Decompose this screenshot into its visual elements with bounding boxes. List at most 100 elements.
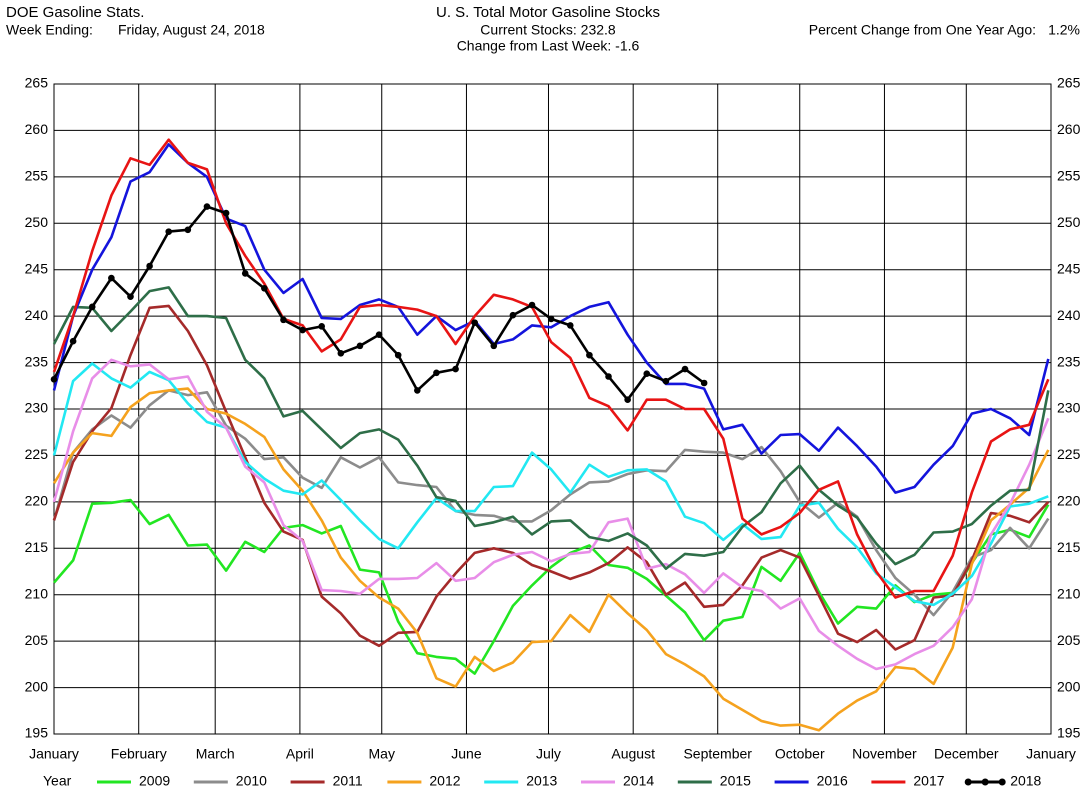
series-marker (414, 387, 421, 394)
series-line (53, 498, 1050, 675)
series-marker (318, 323, 326, 330)
series-marker (643, 370, 651, 378)
chart-title: U. S. Total Motor Gasoline Stocks (436, 4, 660, 21)
series-marker (108, 274, 115, 282)
y-tick-label: 205 (25, 632, 49, 648)
series-line (52, 389, 1050, 617)
legend-label: 2017 (913, 773, 944, 789)
x-tick-label: December (934, 746, 999, 762)
subtitle: Current Stocks: 232.8 (480, 22, 616, 38)
legend-marker (964, 778, 972, 786)
y2-tick-label: 265 (1057, 75, 1081, 91)
y2-tick-label: 235 (1057, 353, 1081, 369)
legend-label: 2013 (526, 773, 557, 789)
series-marker (394, 351, 402, 359)
pct-label: Percent Change from One Year Ago: (809, 22, 1036, 38)
series-line (52, 387, 1050, 732)
legend-label: 2010 (236, 773, 267, 789)
x-tick-label: October (775, 746, 825, 762)
y-tick-label: 195 (25, 725, 49, 741)
series-marker (356, 342, 364, 350)
x-tick-label: April (286, 746, 314, 762)
series-line (52, 304, 1050, 651)
series-marker (222, 209, 230, 217)
x-tick-label: May (369, 746, 395, 762)
series-line (52, 286, 1050, 570)
y2-tick-label: 245 (1057, 260, 1081, 276)
subtitle: Change from Last Week: -1.6 (457, 38, 640, 54)
series-marker (261, 284, 268, 292)
left-title: DOE Gasoline Stats. (6, 4, 144, 21)
y2-tick-label: 225 (1057, 446, 1081, 462)
series-marker (662, 377, 670, 385)
legend-label: 2011 (333, 773, 363, 789)
y-tick-label: 220 (25, 493, 49, 509)
y2-tick-label: 250 (1057, 214, 1081, 230)
y2-tick-label: 200 (1057, 678, 1081, 694)
series-marker (681, 365, 689, 373)
series-marker (605, 373, 612, 380)
series-marker (280, 316, 287, 324)
legend-label: 2018 (1010, 773, 1041, 789)
series-marker (700, 379, 708, 387)
series-line (52, 138, 1050, 599)
series-marker (184, 226, 192, 234)
y-tick-label: 225 (25, 446, 49, 462)
series-marker (299, 326, 306, 334)
y-tick-label: 230 (25, 400, 49, 416)
series-marker (528, 301, 536, 309)
series-marker (88, 303, 96, 311)
week-label: Week Ending: (6, 22, 93, 38)
x-tick-label: August (611, 746, 655, 762)
x-tick-label: July (536, 746, 561, 762)
y2-tick-label: 255 (1057, 168, 1081, 184)
series-marker (127, 293, 134, 300)
y2-tick-label: 240 (1057, 307, 1081, 323)
x-tick-label: March (196, 746, 235, 762)
series-marker (471, 319, 478, 326)
y2-tick-label: 230 (1057, 400, 1081, 416)
series-marker (547, 315, 555, 323)
y2-tick-label: 205 (1057, 632, 1081, 648)
x-tick-label: September (683, 746, 752, 762)
series-line (52, 358, 1050, 671)
y-tick-label: 200 (25, 678, 49, 694)
series-marker (146, 262, 153, 270)
series-marker (586, 351, 593, 359)
y-tick-label: 240 (25, 307, 49, 323)
series-marker (566, 322, 574, 329)
y2-tick-label: 215 (1057, 539, 1081, 555)
x-tick-label: January (29, 746, 79, 762)
legend-marker (998, 778, 1006, 786)
series-marker (490, 342, 498, 350)
series-marker (375, 331, 383, 339)
y2-tick-label: 210 (1057, 585, 1081, 601)
y-tick-label: 260 (25, 121, 49, 137)
week-value: Friday, August 24, 2018 (118, 22, 265, 38)
legend-marker (981, 778, 989, 786)
legend-label: 2015 (720, 773, 751, 789)
y-tick-label: 235 (25, 353, 49, 369)
y-tick-label: 210 (25, 585, 49, 601)
x-tick-label: June (451, 746, 482, 762)
series-marker (452, 365, 459, 373)
y-tick-label: 245 (25, 260, 49, 276)
x-tick-label: February (111, 746, 167, 762)
series-marker (509, 311, 517, 319)
legend-label: 2012 (429, 773, 460, 789)
y-tick-label: 265 (25, 75, 49, 91)
series-marker (203, 203, 211, 210)
x-tick-label: January (1026, 746, 1076, 762)
legend-label: 2014 (623, 773, 654, 789)
series-marker (69, 337, 77, 345)
legend-title: Year (43, 773, 72, 789)
series-marker (337, 349, 345, 357)
pct-value: 1.2% (1048, 22, 1080, 38)
series-marker (50, 375, 58, 383)
series-marker (241, 270, 249, 277)
x-tick-label: November (852, 746, 917, 762)
series-marker (624, 396, 631, 404)
y-tick-label: 250 (25, 214, 49, 230)
y-tick-label: 215 (25, 539, 49, 555)
